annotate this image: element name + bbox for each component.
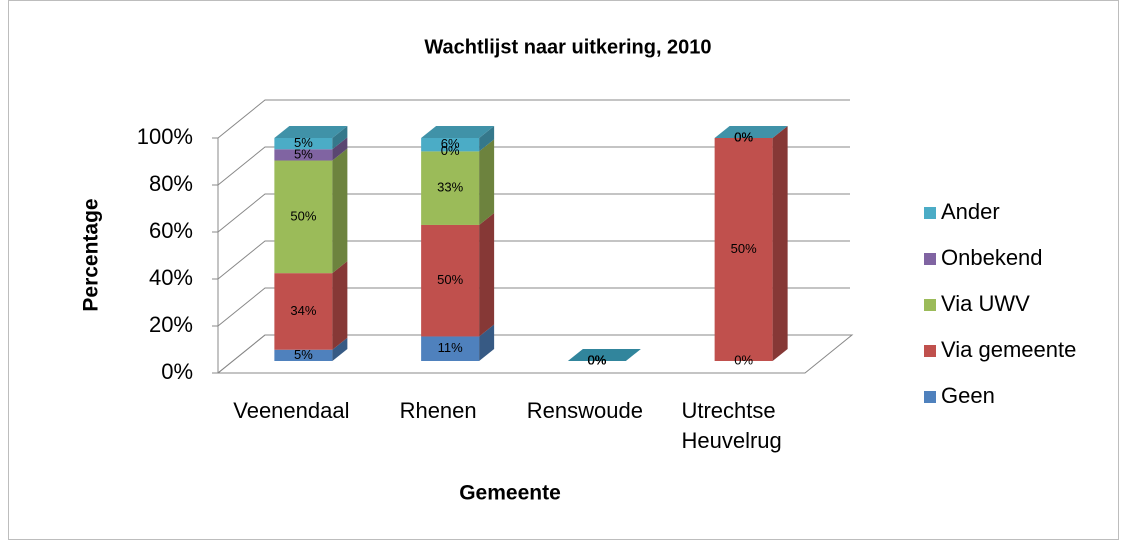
data-label: 6% (441, 136, 460, 151)
grid-line (217, 193, 850, 233)
legend-label: Ander (941, 199, 1000, 224)
legend-label: Via UWV (941, 291, 1030, 316)
x-tick-label: Renswoude (527, 398, 643, 423)
legend-swatch (924, 391, 936, 403)
y-tick-label: 0% (161, 359, 193, 384)
data-label: 0% (734, 129, 753, 144)
legend-label: Via gemeente (941, 337, 1076, 362)
bar-top (714, 126, 788, 138)
y-tick-label: 80% (149, 171, 193, 196)
grid-line (217, 287, 850, 327)
data-label: 5% (294, 146, 313, 161)
data-label: 34% (290, 303, 316, 318)
bar-side (772, 126, 788, 361)
y-axis-label: Percentage (80, 198, 103, 311)
x-tick-label: Veenendaal (233, 398, 349, 423)
grid-line (217, 334, 850, 374)
bar-front (274, 149, 333, 161)
bar-front (274, 138, 333, 150)
data-label: 0% (734, 129, 753, 144)
bar-side (479, 126, 495, 152)
chart-border (8, 0, 1119, 540)
legend-label: Onbekend (941, 245, 1043, 270)
bar-side (332, 148, 348, 274)
y-tick-label: 60% (149, 218, 193, 243)
bar-side (332, 337, 348, 361)
data-label: 0% (587, 352, 606, 367)
bar-front (274, 349, 333, 361)
y-tick-label: 20% (149, 312, 193, 337)
bar-side (479, 212, 495, 337)
data-label: 50% (290, 208, 316, 223)
bar-top (421, 126, 495, 138)
data-label: 0% (441, 143, 460, 158)
grid-line (217, 146, 850, 186)
legend-label: Geen (941, 383, 995, 408)
bar-front (274, 273, 333, 350)
data-label: 0% (587, 352, 606, 367)
bar-side (332, 126, 348, 150)
bar-front (421, 224, 480, 337)
y-tick-label: 40% (149, 265, 193, 290)
grid-line (217, 240, 850, 280)
bar-front (421, 336, 480, 361)
bar-side (332, 261, 348, 350)
x-tick-label: Rhenen (400, 398, 477, 423)
data-label: 5% (294, 135, 313, 150)
data-label: 0% (734, 129, 753, 144)
x-axis-label: Gemeente (459, 482, 561, 505)
grid-line (217, 99, 850, 139)
y-tick-label: 100% (137, 124, 193, 149)
data-label: 50% (731, 241, 757, 256)
data-label: 0% (734, 352, 753, 367)
data-label: 0% (587, 352, 606, 367)
bar-front (714, 138, 773, 361)
legend-swatch (924, 299, 936, 311)
bar-front (421, 151, 480, 225)
bar-top (274, 126, 348, 138)
bar-top (567, 349, 641, 361)
legend-swatch (924, 207, 936, 219)
bar-front (274, 160, 333, 274)
legend-swatch (924, 345, 936, 357)
data-label: 50% (437, 272, 463, 287)
x-tick-label: Utrechtse Heuvelrug (681, 398, 781, 453)
data-label: 33% (437, 180, 463, 195)
chart-title: Wachtlijst naar uitkering, 2010 (424, 36, 711, 58)
data-label: 0% (587, 352, 606, 367)
bar-front (421, 138, 480, 152)
bar-side (479, 139, 495, 225)
bar-side (479, 324, 495, 361)
bar-side (332, 137, 348, 161)
data-label: 0% (587, 352, 606, 367)
data-label: 5% (294, 347, 313, 362)
data-label: 11% (438, 340, 463, 355)
legend-swatch (924, 253, 936, 265)
